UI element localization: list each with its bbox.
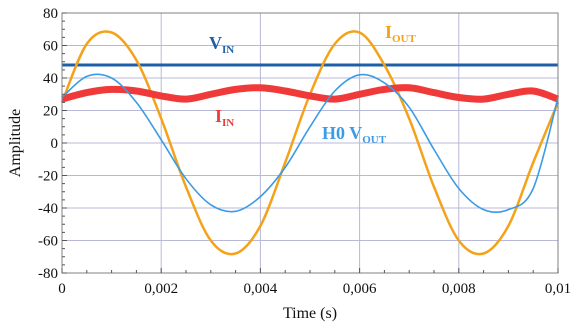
series-label-i-in: IIN [215, 106, 234, 129]
x-tick-label: 0,002 [144, 281, 178, 297]
axis-ticks: -80 -60 -40 -20 0 20 40 60 80 0 0,002 0,004 0,006 0,0… [38, 6, 571, 297]
x-tick-label: 0,004 [244, 281, 278, 297]
series-label-i-out: IOUT [385, 22, 417, 45]
series-label-v-in: VIN [209, 33, 234, 56]
x-axis-title: Time (s) [283, 305, 337, 322]
grid [62, 13, 558, 273]
y-tick-label: -80 [38, 266, 58, 282]
series-line-h0-v-out [61, 73, 559, 214]
series-lines [60, 30, 560, 256]
y-axis-title: Amplitude [7, 109, 24, 177]
series-label-h0-v-out: H0 VOUT [322, 123, 387, 146]
series-labels: VIN IOUT IIN H0 VOUT [209, 22, 417, 146]
x-tick-label: 0 [58, 281, 66, 297]
y-tick-label: 40 [43, 71, 58, 87]
y-tick-label: 0 [51, 136, 59, 152]
x-tick-label: 0,008 [442, 281, 476, 297]
x-tick-label: 0,01 [545, 281, 571, 297]
x-tick-label: 0,006 [343, 281, 377, 297]
y-tick-label: -40 [38, 201, 58, 217]
y-tick-label: -60 [38, 234, 58, 250]
y-tick-label: 80 [43, 6, 58, 22]
y-tick-label: 60 [43, 39, 58, 55]
y-tick-label: -20 [38, 169, 58, 185]
series-line-i-in [61, 84, 560, 103]
y-tick-label: 20 [43, 104, 58, 120]
